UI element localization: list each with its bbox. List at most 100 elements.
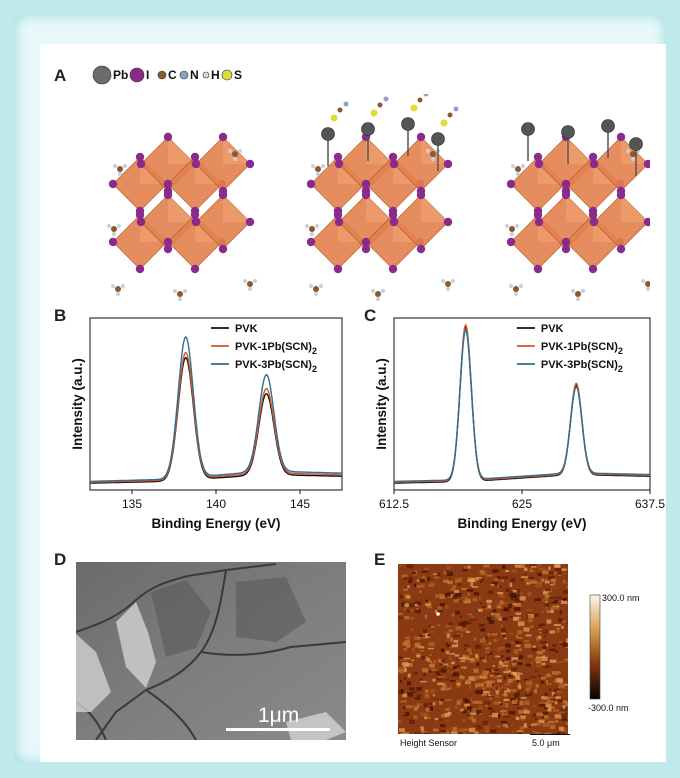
iodine-atom <box>135 264 145 274</box>
afm-grain <box>437 606 442 610</box>
carbon-atom <box>375 291 381 297</box>
afm-grain <box>472 586 479 588</box>
afm-grain <box>565 722 568 726</box>
afm-grain <box>435 699 441 702</box>
iodine-atom <box>388 210 398 220</box>
iodine-atom <box>506 179 516 189</box>
afm-grain <box>466 589 474 592</box>
afm-grain <box>402 706 406 710</box>
afm-grain <box>424 716 431 720</box>
carbon-atom <box>117 166 123 172</box>
afm-grain <box>539 629 543 632</box>
afm-grain <box>495 690 499 695</box>
afm-grain <box>480 572 487 576</box>
afm-grain <box>479 732 483 734</box>
afm-grain <box>506 722 509 724</box>
afm-grain <box>403 667 407 672</box>
afm-grain <box>452 726 457 732</box>
afm-grain <box>467 578 475 582</box>
afm-grain <box>541 662 546 665</box>
iodine-atom <box>190 152 200 162</box>
afm-grain <box>509 616 513 618</box>
afm-grain <box>439 718 442 721</box>
afm-grain <box>537 718 540 723</box>
afm-grain <box>492 685 497 689</box>
afm-grain <box>468 658 474 661</box>
afm-grain <box>404 587 407 589</box>
iodine-atom <box>163 237 173 247</box>
afm-grain <box>528 618 533 623</box>
afm-grain <box>532 730 536 734</box>
afm-grain <box>552 644 557 647</box>
iodine-atom <box>443 217 453 227</box>
afm-grain <box>449 653 455 655</box>
afm-grain <box>504 660 509 664</box>
afm-grain <box>561 599 568 604</box>
legend-symbol-c: C <box>168 68 177 82</box>
afm-grain <box>462 568 468 572</box>
afm-grain <box>429 654 432 656</box>
afm-grain <box>551 691 555 696</box>
afm-grain <box>517 662 523 665</box>
afm-grain <box>406 609 412 613</box>
afm-grain <box>500 702 507 707</box>
hydrogen-atom <box>107 224 111 228</box>
colorbar-top-label: 300.0 nm <box>602 593 640 603</box>
iodine-atom <box>361 179 371 189</box>
afm-grain <box>465 679 469 683</box>
afm-grain <box>557 661 563 664</box>
afm-grain <box>435 671 440 674</box>
afm-grain <box>469 651 473 655</box>
afm-grain <box>490 584 495 586</box>
afm-grain <box>414 603 420 607</box>
afm-grain <box>553 586 557 589</box>
afm-grain <box>477 682 484 687</box>
hydrogen-atom <box>505 224 509 228</box>
afm-grain <box>448 629 453 632</box>
afm-grain <box>529 570 535 573</box>
afm-grain <box>402 642 407 646</box>
afm-grain <box>488 707 492 710</box>
legend-label-2: PVK-1Pb(SCN)2 <box>235 341 317 356</box>
carbon-atom <box>575 291 581 297</box>
afm-grain <box>540 680 547 683</box>
afm-grain <box>453 599 459 603</box>
afm-grain <box>421 729 425 733</box>
afm-grain <box>532 645 536 648</box>
afm-grain <box>424 614 427 619</box>
afm-caption: Height Sensor <box>400 738 458 748</box>
afm-grain <box>527 615 534 618</box>
carbon-atom <box>630 151 636 157</box>
legend-label-3: PVK-3Pb(SCN)2 <box>541 359 623 374</box>
afm-grain <box>423 703 428 708</box>
iodine-atom <box>333 210 343 220</box>
afm-grain <box>498 594 505 598</box>
afm-grain <box>544 579 548 581</box>
afm-grain <box>411 627 414 632</box>
afm-grain <box>518 566 524 568</box>
afm-grain <box>475 577 482 581</box>
afm-grain <box>555 650 558 653</box>
afm-grain <box>479 713 483 715</box>
afm-grain <box>495 577 499 581</box>
afm-grain <box>447 733 450 734</box>
afm-grain <box>529 676 537 679</box>
afm-grain <box>454 590 459 593</box>
afm-grain <box>420 678 423 681</box>
afm-grain <box>408 719 415 724</box>
afm-grain <box>555 732 561 734</box>
afm-grain <box>420 726 424 731</box>
afm-grain <box>447 580 453 585</box>
hydrogen-atom <box>521 164 525 168</box>
afm-grain <box>541 711 549 715</box>
hydrogen-atom <box>631 157 635 161</box>
afm-grain <box>467 648 472 652</box>
afm-grain <box>548 566 551 570</box>
afm-grain <box>500 624 503 628</box>
afm-grain <box>450 671 453 674</box>
iodine-atom <box>389 217 399 227</box>
hydrogen-atom <box>310 232 314 236</box>
afm-grain <box>438 658 442 663</box>
afm-grain <box>492 695 500 698</box>
afm-grain <box>398 667 404 672</box>
